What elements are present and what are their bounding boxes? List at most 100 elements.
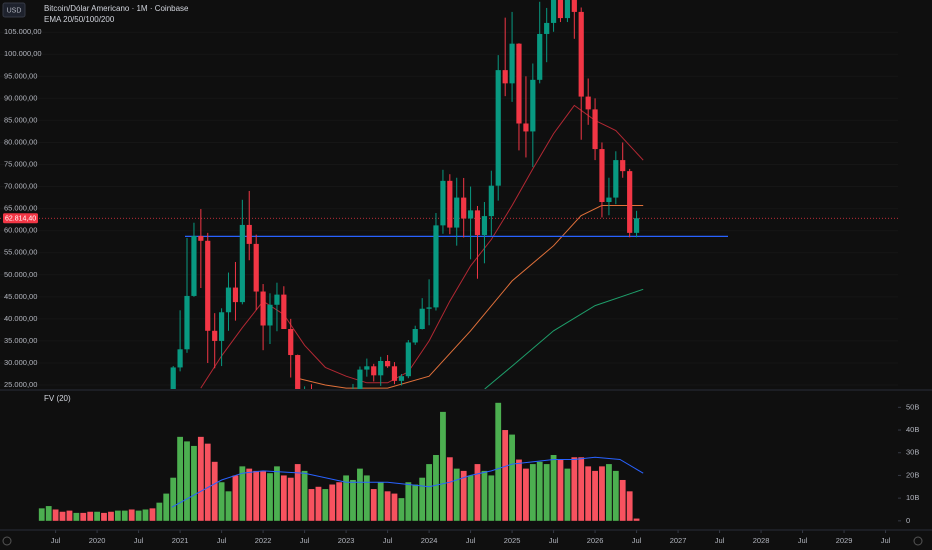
candle-body bbox=[288, 329, 294, 356]
volume-bar bbox=[73, 512, 80, 521]
candle-body bbox=[378, 360, 384, 376]
candle-body bbox=[384, 360, 391, 367]
volume-bar bbox=[94, 511, 101, 521]
candle-body bbox=[530, 79, 536, 132]
last-price-tag bbox=[3, 213, 38, 224]
currency-label: USD bbox=[7, 7, 22, 14]
candle-body bbox=[599, 149, 605, 202]
candle-body bbox=[405, 342, 411, 377]
volume-bar bbox=[536, 461, 543, 521]
y-tick-label: 105.000,00 bbox=[4, 27, 42, 36]
volume-bar bbox=[446, 457, 453, 521]
volume-bar bbox=[301, 470, 308, 521]
volume-bar bbox=[184, 441, 190, 521]
y-tick-label: 35.000,00 bbox=[4, 336, 37, 345]
auto-scale-icon[interactable] bbox=[913, 536, 923, 546]
candle-body bbox=[461, 197, 467, 219]
x-tick-label: Jul bbox=[549, 536, 559, 545]
candle-body bbox=[357, 369, 363, 389]
x-tick-label: 2029 bbox=[836, 536, 853, 545]
candle-body bbox=[218, 312, 225, 341]
x-tick-label: Jul bbox=[300, 536, 310, 545]
candle-body bbox=[164, 408, 169, 434]
candle-body bbox=[447, 180, 453, 228]
volume-bar bbox=[128, 509, 135, 521]
x-tick-label: 2028 bbox=[753, 536, 770, 545]
volume-bar bbox=[246, 468, 253, 521]
candle-body bbox=[564, 0, 571, 19]
candle-body bbox=[585, 96, 591, 110]
chart-title: Bitcoin/Dólar Americano · 1M · Coinbase bbox=[44, 4, 189, 13]
last-price-label: 62.814,40 bbox=[5, 216, 36, 223]
volume-bar bbox=[585, 466, 592, 521]
candle-body bbox=[592, 109, 598, 150]
volume-pane bbox=[38, 402, 644, 521]
ema-line bbox=[200, 104, 644, 389]
y-tick-label: 25.000,00 bbox=[4, 380, 37, 389]
candle-body bbox=[481, 216, 488, 236]
candle-body bbox=[232, 287, 239, 303]
volume-bar bbox=[529, 464, 536, 521]
volume-bar bbox=[384, 491, 391, 521]
volume-bar bbox=[211, 461, 218, 521]
y2-tick-label: 20B bbox=[906, 470, 919, 479]
volume-bar bbox=[564, 468, 571, 521]
volume-bar bbox=[357, 468, 363, 521]
candle-body bbox=[502, 70, 508, 84]
volume-bar bbox=[557, 459, 564, 521]
volume-bar bbox=[232, 475, 239, 521]
y2-tick-label: 50B bbox=[906, 402, 919, 411]
y2-tick-label: 10B bbox=[906, 493, 919, 502]
candle-body bbox=[509, 43, 515, 84]
volume-bar bbox=[571, 457, 578, 521]
price-pane bbox=[0, 0, 898, 447]
volume-bar bbox=[495, 402, 502, 521]
x-tick-label: 2020 bbox=[89, 536, 106, 545]
candle-body bbox=[537, 33, 543, 80]
volume-bar bbox=[253, 470, 260, 521]
x-tick-label: 2025 bbox=[504, 536, 521, 545]
volume-bar bbox=[612, 470, 619, 521]
candle-body bbox=[557, 0, 564, 19]
candle-body bbox=[544, 22, 550, 34]
volume-bar bbox=[315, 486, 322, 521]
axes: Jul 2020 Jul 2021 Jul 2022 Jul 2023 Jul 2024 Jul 20… bbox=[3, 27, 919, 545]
x-tick-label: Jul bbox=[632, 536, 642, 545]
candle-body bbox=[205, 240, 211, 331]
candle-body bbox=[578, 11, 584, 97]
x-tick-label: Jul bbox=[217, 536, 227, 545]
currency-button[interactable] bbox=[2, 2, 26, 18]
zoom-icon[interactable] bbox=[2, 536, 12, 546]
volume-bar bbox=[170, 477, 177, 521]
candle-body bbox=[260, 291, 266, 326]
candle-body bbox=[184, 295, 190, 350]
volume-bar bbox=[177, 436, 183, 521]
candle-body bbox=[550, 0, 557, 23]
volume-bar bbox=[391, 493, 398, 521]
volume-bar bbox=[523, 468, 529, 521]
volume-bar bbox=[377, 482, 384, 521]
candle-body bbox=[316, 407, 321, 410]
volume-bar bbox=[114, 510, 121, 521]
candle-body bbox=[157, 434, 162, 447]
volume-bar bbox=[606, 464, 612, 521]
volume-bar bbox=[294, 464, 301, 521]
volume-bar bbox=[142, 509, 149, 521]
y-tick-label: 30.000,00 bbox=[4, 358, 37, 367]
x-tick-label: 2023 bbox=[338, 536, 355, 545]
candle-body bbox=[516, 43, 522, 124]
volume-bar bbox=[467, 475, 474, 521]
candle-body bbox=[571, 0, 577, 12]
y2-tick-label: 0 bbox=[906, 516, 910, 525]
volume-bar bbox=[481, 470, 488, 521]
candle-body bbox=[267, 304, 273, 326]
volume-bar bbox=[322, 489, 329, 521]
volume-bar bbox=[280, 475, 287, 521]
x-tick-label: Jul bbox=[715, 536, 725, 545]
volume-bar bbox=[329, 484, 336, 521]
candle-body bbox=[419, 308, 425, 330]
volume-bar bbox=[502, 430, 509, 521]
volume-bar bbox=[412, 484, 419, 521]
candle-body bbox=[225, 287, 232, 313]
